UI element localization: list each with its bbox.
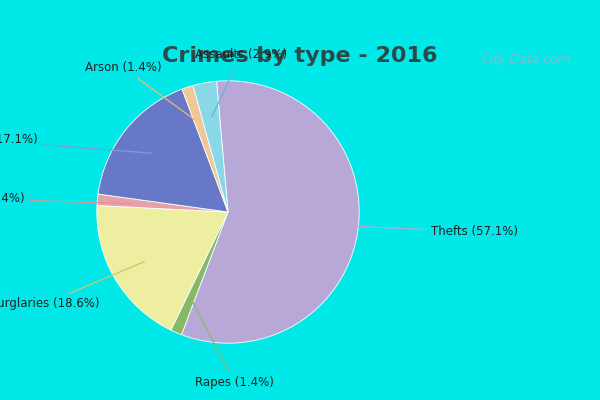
Text: Arson (1.4%): Arson (1.4%)	[85, 61, 196, 121]
Text: City-Data.com: City-Data.com	[482, 53, 571, 66]
Text: Assaults (2.9%): Assaults (2.9%)	[195, 48, 287, 117]
Wedge shape	[97, 206, 228, 330]
Text: Rapes (1.4%): Rapes (1.4%)	[192, 301, 274, 389]
Text: Auto thefts (17.1%): Auto thefts (17.1%)	[0, 133, 151, 153]
Wedge shape	[171, 212, 228, 335]
Wedge shape	[182, 86, 228, 212]
Wedge shape	[193, 81, 228, 212]
Wedge shape	[97, 194, 228, 212]
Text: Crimes by type - 2016: Crimes by type - 2016	[162, 46, 438, 66]
Text: Burglaries (18.6%): Burglaries (18.6%)	[0, 262, 145, 310]
Text: Thefts (57.1%): Thefts (57.1%)	[325, 225, 518, 238]
Text: Robberies (1.4%): Robberies (1.4%)	[0, 192, 131, 205]
Wedge shape	[181, 81, 359, 343]
Wedge shape	[98, 89, 228, 212]
